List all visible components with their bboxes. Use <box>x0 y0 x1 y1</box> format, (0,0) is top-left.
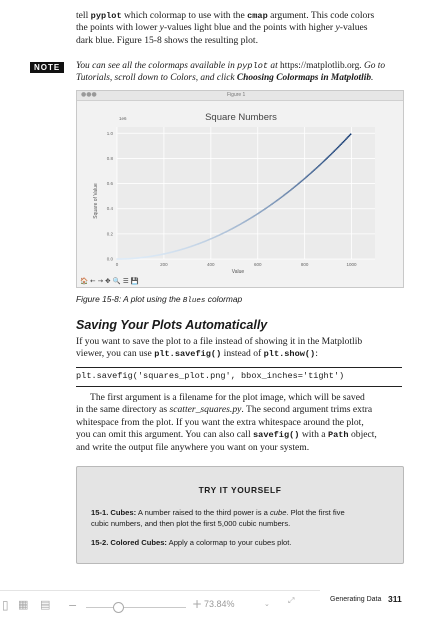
data-point <box>319 163 322 166</box>
data-point <box>335 147 338 150</box>
data-point <box>302 178 305 181</box>
data-point <box>340 143 343 146</box>
exercise-15-2: 15-2. Colored Cubes: Apply a colormap to… <box>91 538 292 547</box>
data-point <box>303 177 306 180</box>
section-heading: Saving Your Plots Automatically <box>76 318 268 332</box>
x-tick-label: 600 <box>254 262 262 267</box>
page-number: 311 <box>388 594 402 604</box>
data-point <box>348 134 351 137</box>
x-axis-label: Value <box>232 269 245 275</box>
plot-area <box>117 127 375 259</box>
data-point <box>300 180 303 183</box>
data-point <box>342 140 345 143</box>
y-tick-label: 0.8 <box>107 156 114 161</box>
data-point <box>329 153 332 156</box>
note-text: You can see all the colormaps available … <box>76 61 386 84</box>
intro-line-1: tell pyplot which colormap to use with t… <box>76 10 375 21</box>
x-tick-label: 1000 <box>347 262 358 267</box>
running-head: Generating Data <box>330 596 382 603</box>
try-it-yourself-box: TRY IT YOURSELF 15-1. Cubes: A number ra… <box>76 466 404 564</box>
y-offset-label: 1e6 <box>119 116 127 121</box>
grid-view-icon[interactable]: ▤ <box>40 598 51 611</box>
data-point <box>346 137 348 139</box>
data-point <box>327 156 330 158</box>
zoom-value: 73.84% <box>204 599 235 609</box>
y-axis-label: Square of Value <box>93 183 99 219</box>
figure-titlebar: ●●● Figure 1 <box>77 91 403 101</box>
data-point <box>322 160 325 163</box>
data-point <box>349 133 352 136</box>
y-tick-label: 0.4 <box>107 206 114 211</box>
data-point <box>333 150 336 153</box>
section-paragraph: If you want to save the plot to a file i… <box>76 336 363 360</box>
data-point <box>323 159 326 162</box>
data-point <box>337 145 340 148</box>
data-point <box>326 157 329 159</box>
code-block: plt.savefig('squares_plot.png', bbox_inc… <box>76 367 402 387</box>
data-point <box>311 171 313 174</box>
figure-toolbar: 🏠 ← → ✥ 🔍 ☰ 💾 <box>80 277 139 285</box>
code-line: plt.savefig('squares_plot.png', bbox_inc… <box>76 371 345 381</box>
data-point <box>330 152 333 155</box>
data-point <box>341 142 344 144</box>
exercise-15-1: 15-1. Cubes: A number raised to the thir… <box>91 508 345 528</box>
data-point <box>315 167 318 169</box>
zoom-in-button[interactable]: + <box>192 597 203 611</box>
data-point <box>334 149 337 151</box>
data-point <box>306 175 309 178</box>
y-tick-label: 1.0 <box>107 131 114 136</box>
figure-window-title: Figure 1 <box>227 92 246 98</box>
note-badge: NOTE <box>30 62 65 73</box>
zoom-value-field[interactable]: 73.84% <box>204 599 260 612</box>
data-point <box>320 162 323 165</box>
data-point <box>325 158 327 161</box>
try-it-title: TRY IT YOURSELF <box>198 485 282 495</box>
data-point <box>343 139 346 142</box>
data-point <box>321 161 324 164</box>
data-point <box>307 174 310 177</box>
intro-line-2: the points with lower y-values light blu… <box>76 22 368 34</box>
chart-title: Square Numbers <box>205 112 277 123</box>
y-tick-label: 0.6 <box>107 181 114 186</box>
data-point <box>316 165 319 168</box>
data-point <box>318 164 320 167</box>
data-point <box>314 168 317 170</box>
viewer-toolbar: ▯ ▦ ▤ − + 73.84% ⌄ ⤢ <box>0 590 320 620</box>
x-tick-label: 200 <box>160 262 168 267</box>
two-page-view-icon[interactable]: ▦ <box>18 598 29 611</box>
data-point <box>347 135 350 138</box>
data-point <box>328 154 331 157</box>
y-tick-label: 0.0 <box>107 257 114 262</box>
data-point <box>312 170 314 173</box>
x-tick-label: 400 <box>207 262 215 267</box>
intro-line-3: dark blue. Figure 15-8 shows the resulti… <box>76 34 258 46</box>
x-tick-label: 0 <box>116 262 119 267</box>
intro-paragraph: tell pyplot which colormap to use with t… <box>76 10 416 47</box>
window-controls-icon[interactable]: ●●● <box>81 91 97 98</box>
data-point <box>339 144 341 147</box>
chart-svg: Square Numbers 1e6 0 200 400 600 800 1000 0.0… <box>93 112 375 275</box>
data-point <box>313 169 316 171</box>
x-tick-label: 800 <box>301 262 309 267</box>
fit-page-icon[interactable]: ⤢ <box>288 596 295 605</box>
zoom-dropdown-icon[interactable]: ⌄ <box>264 600 270 608</box>
explanation-paragraph: The first argument is a filename for the… <box>76 392 377 453</box>
y-tick-label: 0.2 <box>107 231 114 236</box>
data-point <box>301 179 304 182</box>
data-point <box>305 176 307 179</box>
data-point <box>345 138 347 141</box>
data-point <box>308 173 311 176</box>
figure-window: ●●● Figure 1 Square Numbers 1e6 0 200 400 6… <box>76 90 404 288</box>
figure-caption: Figure 15-8: A plot using the Blues colo… <box>76 294 243 305</box>
single-page-view-icon[interactable]: ▯ <box>2 598 9 612</box>
data-point <box>332 151 334 154</box>
data-point <box>309 172 312 175</box>
data-point <box>336 146 339 149</box>
zoom-out-button[interactable]: − <box>68 599 78 612</box>
zoom-slider-track[interactable] <box>86 607 186 608</box>
zoom-slider-handle[interactable] <box>113 602 124 613</box>
